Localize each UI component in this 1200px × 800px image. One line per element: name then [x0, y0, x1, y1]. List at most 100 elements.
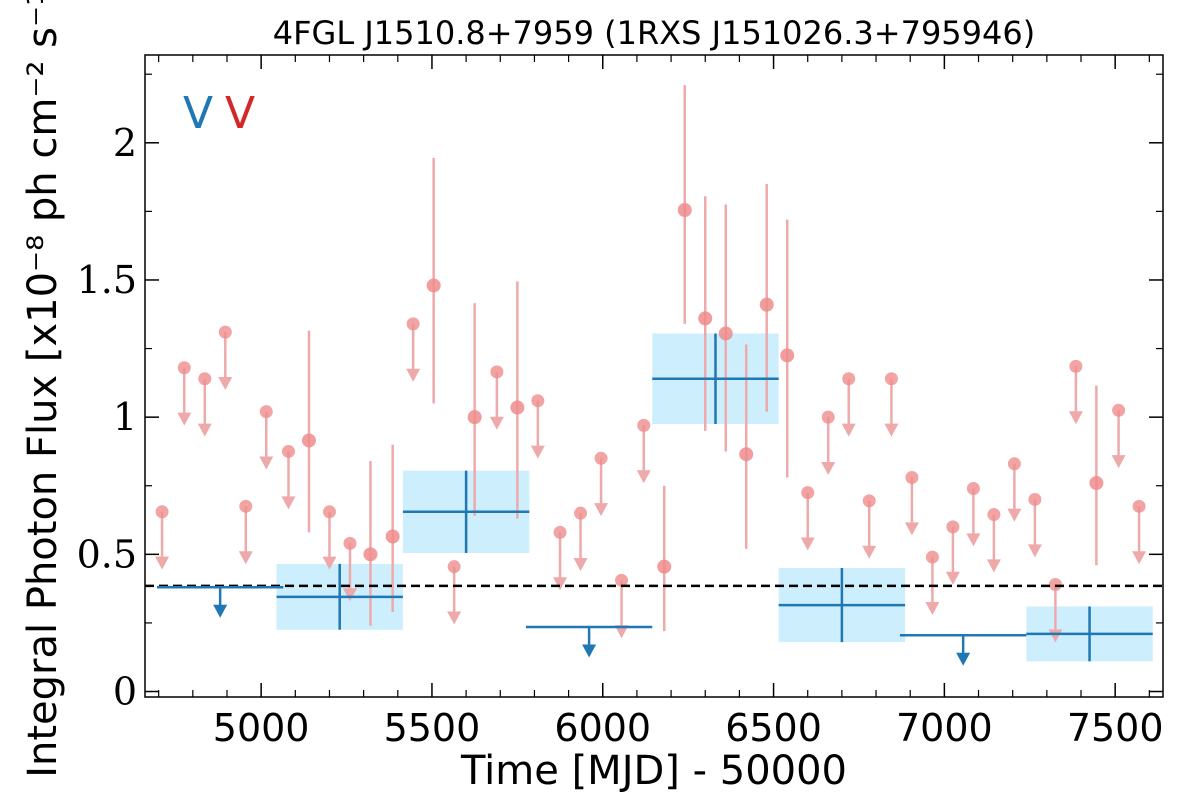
short-det-point: [759, 297, 774, 312]
short-ul-point: [1028, 492, 1042, 506]
short-det-point: [698, 311, 713, 326]
x-tick-label: 7000: [896, 706, 993, 750]
short-ul-point: [155, 505, 169, 519]
short-ul-arrowhead: [259, 456, 274, 470]
short-ul-point: [884, 372, 898, 386]
short-ul-arrowhead: [197, 423, 212, 437]
short-ul-arrowhead: [238, 551, 253, 565]
short-det-point: [510, 400, 525, 415]
short-det-point: [1089, 476, 1104, 490]
long-ul-arrowhead: [582, 644, 597, 658]
y-axis-label: Integral Photon Flux [x10⁻⁸ ph cm⁻² s⁻¹]: [20, 0, 66, 778]
plot-frame: [144, 54, 1164, 698]
short-det-point: [467, 410, 482, 425]
short-ul-point: [343, 536, 357, 550]
short-ul-arrowhead: [841, 423, 856, 437]
short-ul-arrowhead: [1111, 455, 1126, 469]
short-ul-point: [406, 317, 420, 331]
short-ul-point: [447, 560, 461, 574]
short-ul-arrowhead: [966, 533, 981, 547]
short-ul-arrowhead: [530, 445, 545, 459]
short-ul-arrowhead: [281, 496, 296, 510]
short-det-point: [363, 547, 378, 562]
y-tick-label: 1: [113, 395, 137, 439]
short-ul-arrowhead: [1132, 551, 1147, 565]
short-ul-arrowhead: [945, 571, 960, 585]
x-tick-label: 6000: [554, 706, 651, 750]
short-ul-point: [1132, 499, 1146, 513]
short-ul-point: [1112, 403, 1126, 417]
short-ul-point: [1069, 359, 1083, 373]
short-ul-arrowhead: [342, 588, 357, 602]
short-ul-point: [615, 573, 629, 587]
y-tick-label: 0: [113, 670, 137, 714]
short-ul-point: [946, 520, 960, 534]
short-ul-arrowhead: [1048, 629, 1063, 643]
short-ul-arrowhead: [884, 423, 899, 437]
short-ul-arrowhead: [904, 522, 919, 536]
short-det-point: [677, 203, 692, 218]
legend-short-bins-marker: V: [225, 88, 255, 139]
short-det-point: [301, 433, 316, 448]
short-ul-arrowhead: [573, 558, 588, 572]
short-ul-arrowhead: [322, 556, 337, 570]
x-tick-label: 7500: [1067, 706, 1164, 750]
short-ul-point: [239, 499, 253, 513]
short-det-point: [718, 326, 733, 341]
short-ul-arrowhead: [1068, 411, 1083, 425]
short-ul-arrowhead: [636, 470, 651, 484]
x-tick-label: 5500: [384, 706, 481, 750]
short-det-point: [426, 278, 441, 293]
short-ul-arrowhead: [614, 625, 629, 639]
short-ul-arrowhead: [553, 577, 568, 591]
y-tick-label: 1.5: [77, 258, 137, 302]
axes: 5000 5500 6000 6500 7000 7500 0 0.5 1 1.5 2: [77, 54, 1164, 750]
short-det-point: [657, 559, 672, 574]
short-ul-point: [862, 494, 876, 508]
short-det-point: [780, 348, 795, 363]
short-ul-point: [842, 372, 856, 386]
short-ul-point: [637, 418, 651, 432]
short-ul-arrowhead: [489, 416, 504, 430]
short-ul-point: [966, 481, 980, 495]
short-ul-point: [594, 451, 608, 465]
short-det-point: [385, 529, 400, 544]
short-ul-point: [987, 508, 1001, 522]
long-ul-arrowhead: [956, 652, 971, 666]
y-tick-label: 2: [113, 121, 137, 165]
short-ul-point: [259, 405, 273, 419]
short-ul-point: [553, 525, 567, 539]
short-ul-point: [1007, 457, 1021, 471]
chart-title: 4FGL J1510.8+7959 (1RXS J151026.3+795946…: [273, 14, 1035, 52]
y-tick-label: 0.5: [77, 532, 137, 576]
short-ul-point: [322, 505, 336, 519]
short-ul-arrowhead: [177, 412, 192, 426]
short-ul-point: [281, 444, 295, 458]
short-ul-arrowhead: [594, 503, 609, 517]
short-ul-arrowhead: [406, 368, 421, 382]
short-det-point: [739, 447, 754, 462]
short-ul-point: [531, 394, 545, 408]
short-ul-point: [574, 506, 588, 520]
long-ul-arrowhead: [213, 604, 228, 618]
plot-area: [145, 85, 1163, 666]
x-tick-label: 6500: [725, 706, 822, 750]
short-ul-arrowhead: [821, 462, 836, 476]
short-ul-point: [905, 471, 919, 485]
short-ul-arrowhead: [218, 376, 233, 390]
short-ul-arrowhead: [1027, 544, 1042, 558]
legend-long-bins-marker: V: [183, 88, 213, 139]
short-ul-point: [490, 365, 504, 379]
short-ul-arrowhead: [1007, 508, 1022, 522]
short-ul-arrowhead: [155, 556, 170, 570]
short-ul-arrowhead: [862, 545, 877, 559]
short-ul-point: [821, 410, 835, 424]
x-tick-label: 5000: [213, 706, 310, 750]
short-ul-point: [198, 372, 212, 386]
short-ul-point: [177, 361, 191, 375]
short-ul-point: [1048, 578, 1062, 592]
short-ul-point: [925, 550, 939, 564]
short-ul-arrowhead: [925, 601, 940, 615]
short-ul-arrowhead: [986, 559, 1001, 573]
